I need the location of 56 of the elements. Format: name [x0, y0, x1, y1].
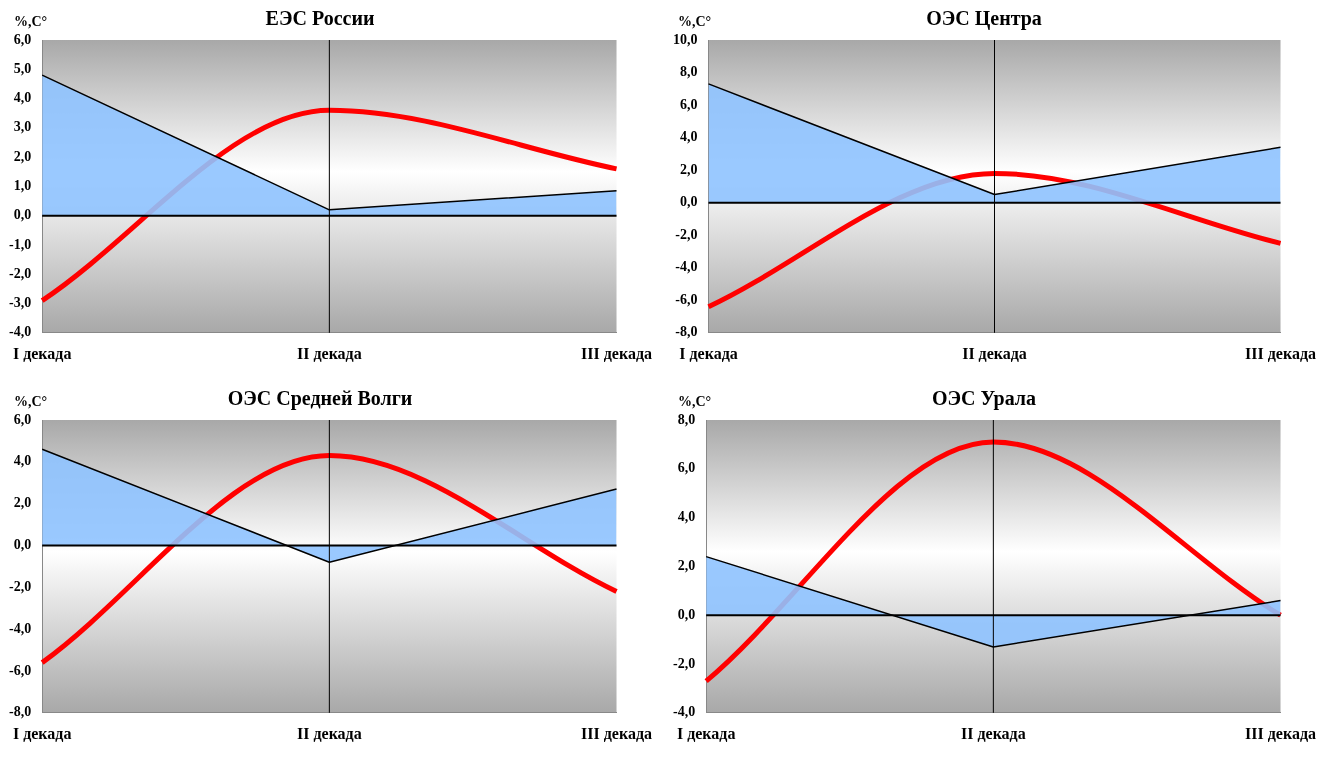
y-tick-label: -4,0 [675, 259, 698, 275]
y-tick-label: 0,0 [13, 537, 32, 553]
y-tick-label: -1,0 [8, 236, 32, 252]
y-tick-label: -4,0 [8, 620, 32, 636]
y-tick-label: 4,0 [680, 129, 698, 145]
y-tick-label: 10,0 [673, 31, 698, 47]
y-tick-label: -2,0 [672, 655, 696, 671]
y-tick-label: 2,0 [13, 495, 32, 511]
chart-title: ОЭС Центра [926, 7, 1042, 31]
y-tick-label: 4,0 [677, 509, 696, 525]
x-tick-label: I декада [679, 344, 738, 362]
chart-title: ОЭС Средней Волги [227, 387, 413, 411]
x-tick-label: III декада [1245, 724, 1316, 742]
y-tick-label: 0,0 [13, 207, 32, 223]
chart-title: ОЭС Урала [931, 387, 1037, 411]
y-axis-title: %,C° [678, 394, 712, 410]
x-tick-label: II декада [296, 344, 362, 362]
y-tick-label: 8,0 [680, 64, 698, 80]
y-tick-label: 3,0 [13, 119, 32, 135]
y-tick-label: -2,0 [675, 226, 698, 242]
x-tick-label: II декада [960, 724, 1026, 742]
y-tick-label: 6,0 [13, 31, 32, 47]
y-tick-label: 1,0 [13, 178, 32, 194]
chart-title: ЕЭС России [265, 7, 375, 30]
y-tick-label: 8,0 [677, 411, 696, 427]
y-tick-label: 6,0 [680, 96, 698, 112]
x-tick-label: III декада [581, 724, 652, 742]
y-tick-label: 2,0 [13, 148, 32, 164]
y-tick-label: 4,0 [13, 90, 32, 106]
x-tick-label: II декада [962, 344, 1027, 362]
y-tick-label: -4,0 [672, 704, 696, 720]
y-tick-label: -3,0 [8, 295, 32, 311]
x-tick-label: I декада [676, 724, 736, 742]
y-tick-label: -4,0 [8, 324, 32, 340]
y-tick-label: 0,0 [680, 194, 698, 210]
x-tick-label: I декада [12, 344, 72, 362]
y-tick-label: 2,0 [677, 558, 696, 574]
y-tick-label: 6,0 [13, 411, 32, 427]
y-tick-label: -2,0 [8, 265, 32, 281]
y-tick-label: 2,0 [680, 161, 698, 177]
y-axis-title: %,C° [14, 394, 48, 410]
y-tick-label: 5,0 [13, 60, 32, 76]
y-tick-label: -6,0 [8, 662, 32, 678]
y-axis-title: %,C° [678, 14, 712, 30]
x-tick-label: III декада [1245, 344, 1316, 362]
x-tick-label: I декада [12, 724, 72, 742]
y-tick-label: 4,0 [13, 453, 32, 469]
y-tick-label: -2,0 [8, 578, 32, 594]
x-tick-label: III декада [581, 344, 652, 362]
y-tick-label: -6,0 [675, 291, 698, 307]
y-tick-label: -8,0 [675, 324, 698, 340]
x-tick-label: II декада [296, 724, 362, 742]
y-tick-label: 0,0 [677, 606, 696, 622]
y-tick-label: 6,0 [677, 460, 696, 476]
y-tick-label: -8,0 [8, 704, 32, 720]
y-axis-title: %,C° [14, 14, 48, 30]
